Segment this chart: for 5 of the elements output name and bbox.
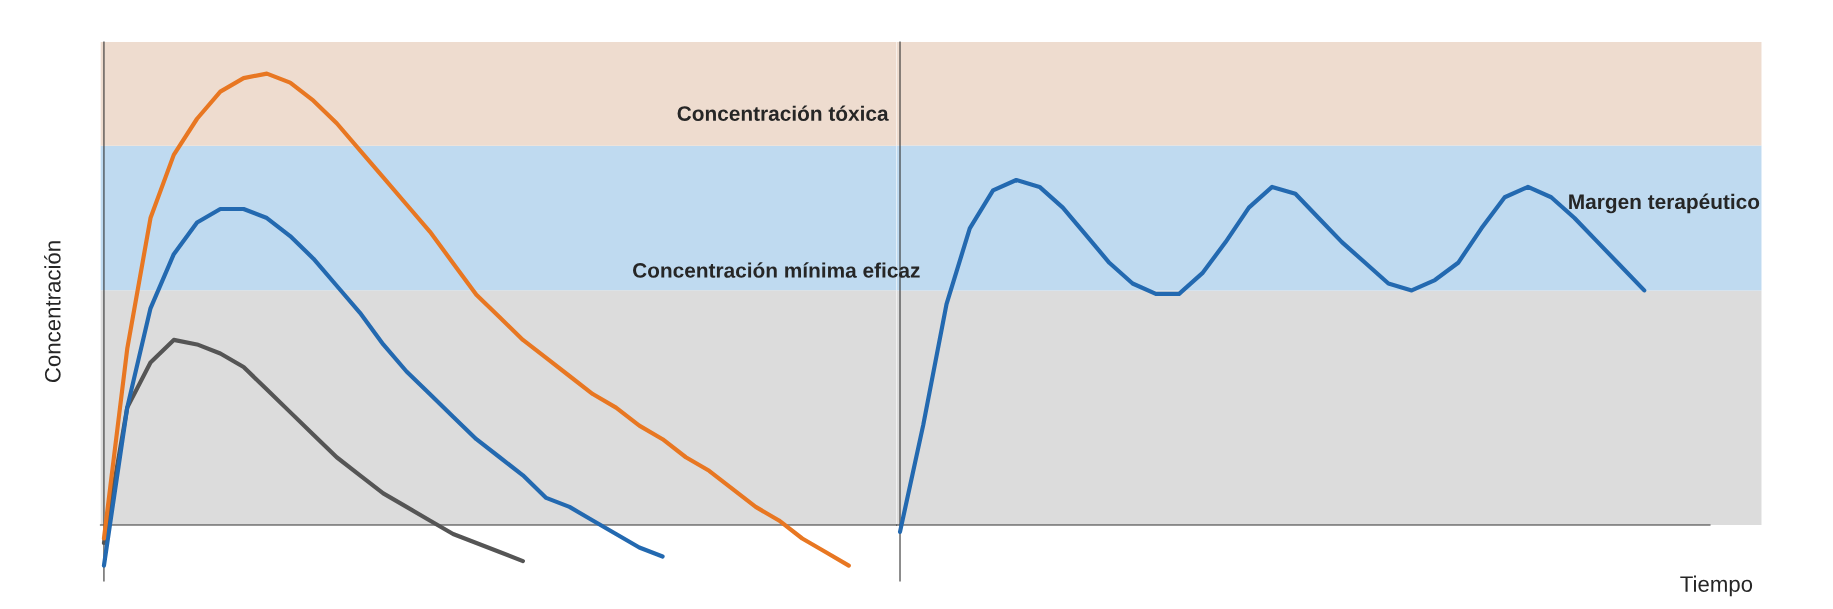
annotation: Concentración mínima eficaz bbox=[633, 262, 920, 278]
y-axis-title: Concentración bbox=[44, 241, 61, 383]
x-axis-title: Tiempo bbox=[1680, 575, 1753, 597]
band-label: Margen terapéutico bbox=[1569, 193, 1760, 214]
band-label: Concentración tóxica bbox=[677, 105, 889, 121]
